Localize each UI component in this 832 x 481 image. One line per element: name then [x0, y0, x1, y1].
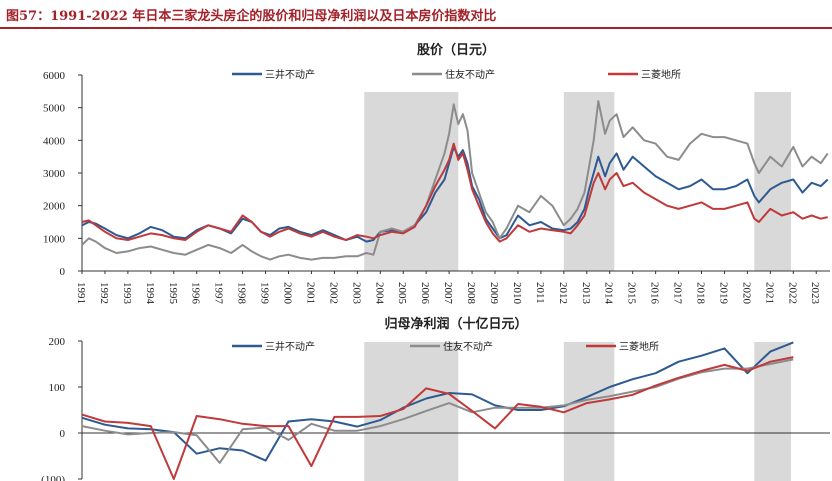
legend-label-2-sumitomo: 住友不动产	[443, 340, 493, 353]
x-tick-label-2001: 2001	[304, 282, 316, 304]
y-tick-label-1-3: 3000	[43, 168, 66, 180]
x-tick-label-2009: 2009	[488, 282, 500, 304]
x-tick-label-2006: 2006	[419, 282, 431, 305]
x-tick-label-1999: 1999	[259, 282, 271, 305]
y-tick-label-1-2: 2000	[43, 201, 66, 213]
x-tick-label-1993: 1993	[121, 282, 133, 305]
chart-title-2: 归母净利润（十亿日元）	[384, 316, 527, 332]
x-tick-label-2003: 2003	[350, 282, 362, 305]
x-tick-label-1996: 1996	[190, 282, 202, 305]
x-tick-label-1994: 1994	[144, 282, 156, 305]
y-tick-label-1-1: 1000	[43, 233, 66, 245]
x-tick-label-1992: 1992	[98, 282, 110, 304]
x-tick-label-1995: 1995	[167, 282, 179, 305]
series-line-2-mitsubishi	[81, 356, 794, 480]
series-line-1-mitsubishi	[81, 142, 828, 243]
x-tick-label-2019: 2019	[717, 282, 729, 305]
legend-label-2-mitsui: 三井不动产	[265, 340, 315, 353]
y-tick-label-1-5: 5000	[43, 103, 66, 115]
shaded-period-1-2	[563, 92, 615, 271]
chart-title-1: 股价（日元）	[417, 42, 495, 58]
shaded-period-2-1	[364, 342, 459, 481]
x-tick-label-2010: 2010	[511, 282, 523, 305]
x-tick-label-2004: 2004	[373, 282, 385, 305]
x-tick-label-2014: 2014	[603, 282, 615, 305]
x-tick-label-2021: 2021	[763, 282, 775, 304]
x-tick-label-2000: 2000	[282, 282, 294, 305]
x-tick-label-2008: 2008	[465, 282, 477, 305]
x-tick-label-1998: 1998	[236, 282, 248, 305]
series-line-1-sumitomo	[81, 100, 829, 261]
x-tick-label-2020: 2020	[740, 282, 752, 305]
x-tick-label-2005: 2005	[396, 282, 408, 305]
legend-label-1-mitsui: 三井不动产	[265, 68, 315, 81]
legend-label-2-mitsubishi: 三菱地所	[619, 340, 659, 353]
x-tick-label-2013: 2013	[580, 282, 592, 305]
x-tick-label-1997: 1997	[213, 282, 225, 305]
y-tick-label-1-4: 4000	[43, 135, 66, 147]
y-tick-label-2-1: 0	[60, 428, 66, 440]
title-rule	[0, 27, 832, 29]
y-tick-label-2-3: 200	[49, 336, 66, 348]
x-tick-label-2007: 2007	[442, 282, 454, 305]
x-tick-label-2018: 2018	[695, 282, 707, 305]
series-line-2-mitsui	[81, 341, 794, 462]
y-tick-label-1-6: 6000	[43, 70, 66, 82]
x-tick-label-1991: 1991	[75, 282, 87, 304]
x-tick-label-2015: 2015	[626, 282, 638, 305]
figure-title: 图57：1991-2022 年日本三家龙头房企的股价和归母净利润以及日本房价指数…	[6, 9, 497, 24]
legend-label-1-mitsubishi: 三菱地所	[641, 68, 681, 81]
x-tick-label-2023: 2023	[809, 282, 821, 305]
shaded-period-2-2	[563, 342, 615, 481]
x-tick-label-2022: 2022	[786, 282, 798, 304]
x-tick-label-2011: 2011	[534, 282, 546, 304]
x-tick-label-2012: 2012	[557, 282, 569, 304]
x-tick-label-2017: 2017	[672, 282, 684, 305]
y-tick-label-2-0: (100)	[41, 474, 65, 481]
x-tick-label-2016: 2016	[649, 282, 661, 305]
y-tick-label-2-2: 100	[49, 382, 66, 394]
legend-label-1-sumitomo: 住友不动产	[445, 68, 495, 81]
x-tick-label-2002: 2002	[327, 282, 339, 304]
y-tick-label-1-0: 0	[60, 266, 66, 278]
